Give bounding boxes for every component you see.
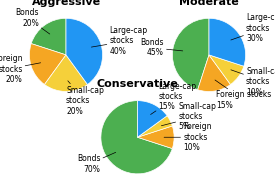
Wedge shape [198,55,230,92]
Wedge shape [138,101,167,137]
Text: Foreign
stocks
20%: Foreign stocks 20% [0,54,41,84]
Text: Small-cap
stocks
20%: Small-cap stocks 20% [66,81,104,115]
Text: Foreign stocks
15%: Foreign stocks 15% [215,80,271,110]
Text: Large-cap
stocks
15%: Large-cap stocks 15% [151,82,196,115]
Text: Small-cap
stocks
5%: Small-cap stocks 5% [161,102,216,131]
Text: Large-cap
stocks
40%: Large-cap stocks 40% [91,26,148,56]
Title: Conservative: Conservative [97,79,178,89]
Text: Foreign
stocks
10%: Foreign stocks 10% [164,122,212,152]
Wedge shape [138,116,172,137]
Wedge shape [29,44,66,85]
Wedge shape [172,18,209,90]
Wedge shape [101,101,172,174]
Title: Moderate: Moderate [179,0,239,7]
Wedge shape [209,55,244,85]
Title: Aggressive: Aggressive [31,0,101,7]
Wedge shape [66,18,103,85]
Text: Bonds
45%: Bonds 45% [140,38,183,57]
Text: Large-cap
stocks
30%: Large-cap stocks 30% [231,13,275,43]
Wedge shape [209,18,246,66]
Wedge shape [138,126,174,149]
Text: Bonds
20%: Bonds 20% [16,8,50,34]
Text: Bonds
70%: Bonds 70% [77,152,116,174]
Text: Small-cap
stocks
10%: Small-cap stocks 10% [231,67,275,97]
Wedge shape [45,55,87,92]
Wedge shape [31,18,66,55]
